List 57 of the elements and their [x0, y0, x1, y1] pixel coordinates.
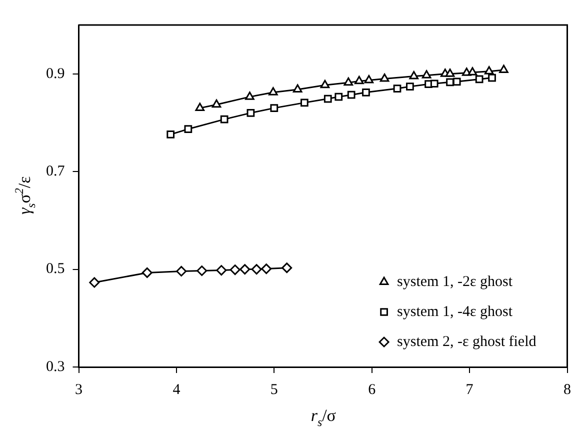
x-tick-label: 3: [75, 382, 82, 398]
point: [445, 68, 455, 77]
point: [240, 264, 250, 275]
point: [488, 74, 496, 82]
point: [89, 277, 100, 288]
y-tick-label: 0.7: [46, 164, 66, 180]
point: [184, 125, 192, 133]
x-tick-label: 8: [564, 382, 571, 398]
legend-label: system 2, -ε ghost field: [397, 334, 537, 350]
point: [268, 87, 278, 96]
point: [468, 67, 478, 76]
point: [430, 80, 438, 88]
point: [176, 266, 187, 276]
point: [320, 80, 330, 88]
point: [409, 71, 419, 80]
point: [292, 84, 302, 92]
point: [380, 73, 390, 82]
point: [251, 264, 262, 275]
y-tick-label: 0.3: [46, 358, 65, 375]
legend-label: system 1, -4ε ghost: [397, 304, 514, 320]
point: [475, 75, 484, 84]
point: [446, 78, 454, 86]
point: [364, 74, 374, 84]
x-tick-label: 6: [368, 382, 376, 398]
point: [166, 130, 175, 138]
point: [196, 266, 208, 276]
point: [406, 82, 414, 90]
point: [344, 77, 354, 86]
x-tick-label: 4: [172, 382, 181, 398]
point: [484, 66, 494, 74]
point: [499, 64, 508, 73]
point: [212, 99, 222, 108]
point: [270, 104, 278, 112]
y-axis-title: γsσ2/ε: [12, 176, 38, 215]
point: [452, 78, 461, 86]
point: [393, 84, 402, 92]
point: [354, 76, 364, 84]
point: [261, 264, 272, 274]
point: [282, 262, 292, 274]
point: [142, 267, 152, 278]
y-tick-label: 0.5: [46, 261, 65, 278]
point: [300, 98, 308, 107]
x-tick-label: 5: [270, 382, 278, 398]
point: [347, 90, 356, 99]
point: [245, 92, 254, 100]
point: [220, 115, 228, 124]
x-tick-label: 7: [466, 382, 474, 398]
point: [195, 102, 205, 112]
point: [216, 265, 227, 276]
legend-label: system 1, -2ε ghost: [397, 274, 514, 290]
point: [230, 264, 240, 276]
point: [362, 88, 370, 96]
y-tick-label: 0.9: [46, 66, 65, 82]
point: [324, 94, 332, 103]
point: [334, 92, 343, 101]
point: [422, 70, 432, 78]
point: [246, 109, 255, 117]
